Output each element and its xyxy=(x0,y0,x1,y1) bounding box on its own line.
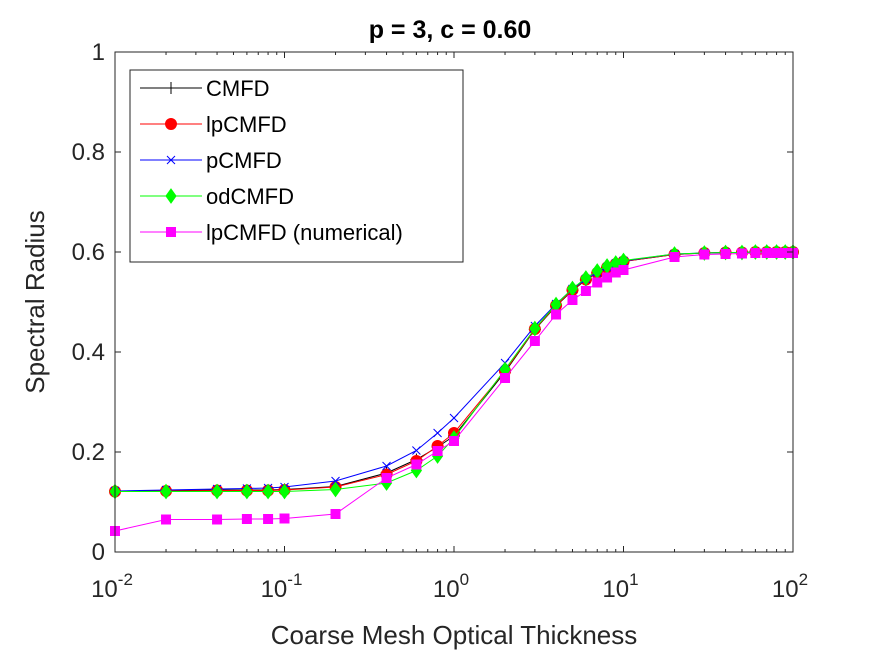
x-tick-exponent: 1 xyxy=(629,570,638,589)
series-lpcmfd-numerical- xyxy=(110,248,798,536)
y-tick-label: 1 xyxy=(92,39,105,66)
data-point xyxy=(241,483,253,500)
legend-item: lpCMFD xyxy=(140,112,287,137)
x-tick-label: 102 xyxy=(772,570,808,603)
legend-marker xyxy=(166,227,176,237)
legend-marker xyxy=(166,155,176,165)
data-point xyxy=(500,373,511,383)
series-layer xyxy=(109,244,799,536)
data-point xyxy=(449,413,459,423)
y-tick-label: 0.2 xyxy=(72,439,105,466)
legend-item: lpCMFD (numerical) xyxy=(140,220,403,245)
x-axis-ticks: 10-2 10-1 100 101 102 xyxy=(91,52,808,603)
data-point xyxy=(602,272,613,283)
data-point xyxy=(580,286,591,296)
legend-item: pCMFD xyxy=(140,148,282,173)
data-point xyxy=(279,513,290,524)
data-point xyxy=(160,483,172,500)
x-tick-base: 10 xyxy=(772,576,799,603)
x-tick-base: 10 xyxy=(91,576,118,603)
chart-title: p = 3, c = 0.60 xyxy=(369,16,532,44)
data-point xyxy=(580,270,592,286)
x-tick-base: 10 xyxy=(433,576,460,603)
x-tick-label: 101 xyxy=(602,570,638,603)
data-point xyxy=(449,436,459,446)
x-tick-label: 10-1 xyxy=(261,570,303,603)
data-point xyxy=(529,336,540,346)
data-point xyxy=(412,446,421,455)
data-point xyxy=(551,309,562,320)
x-tick-exponent: 2 xyxy=(799,570,808,589)
data-point xyxy=(241,514,252,524)
data-point xyxy=(567,295,578,305)
legend-label: odCMFD xyxy=(206,184,294,209)
data-point xyxy=(699,249,710,260)
y-tick-label: 0.6 xyxy=(72,239,105,266)
data-point xyxy=(432,446,443,456)
y-tick-label: 0.8 xyxy=(72,139,105,166)
legend-label: lpCMFD (numerical) xyxy=(206,220,403,245)
data-point xyxy=(433,428,442,438)
data-point xyxy=(263,514,274,524)
y-axis-ticks: 0 0.2 0.4 0.6 0.8 1 xyxy=(72,39,793,566)
data-point xyxy=(211,483,223,500)
x-tick-exponent: -1 xyxy=(287,570,302,589)
legend-box xyxy=(129,69,464,263)
data-point xyxy=(720,249,731,259)
series-odcmfd xyxy=(109,244,799,500)
legend-label: CMFD xyxy=(206,76,270,101)
x-tick-label: 10-2 xyxy=(91,570,133,603)
data-point xyxy=(329,481,342,498)
data-point xyxy=(618,265,629,275)
y-tick-label: 0.4 xyxy=(72,339,105,366)
x-axis-label: Coarse Mesh Optical Thickness xyxy=(271,620,638,650)
x-tick-exponent: -2 xyxy=(118,570,133,589)
data-point xyxy=(330,509,341,519)
y-tick-label: 0 xyxy=(92,539,105,566)
legend-label: pCMFD xyxy=(206,148,282,173)
x-tick-label: 100 xyxy=(433,570,469,603)
legend-item: odCMFD xyxy=(140,184,294,209)
data-point xyxy=(669,252,680,262)
data-point xyxy=(381,473,392,483)
data-point xyxy=(750,248,761,258)
legend-item: CMFD xyxy=(140,76,270,101)
data-point xyxy=(331,476,340,486)
data-point xyxy=(529,320,541,337)
data-point xyxy=(278,483,291,500)
x-tick-base: 10 xyxy=(602,576,629,603)
data-point xyxy=(212,514,223,525)
data-point xyxy=(161,514,172,525)
data-point xyxy=(736,248,747,259)
data-point xyxy=(411,459,422,470)
legend-marker xyxy=(165,118,177,130)
legend-marker xyxy=(165,188,177,204)
legend: CMFD lpCMFD pCMFD odCMFD lpCMFD (numerical) xyxy=(129,69,464,263)
data-point xyxy=(382,461,391,471)
data-point xyxy=(761,248,772,258)
x-tick-exponent: 0 xyxy=(460,570,469,589)
legend-marker xyxy=(165,82,177,94)
data-point xyxy=(592,277,603,288)
data-point xyxy=(262,483,274,500)
y-axis-label: Spectral Radius xyxy=(20,210,50,394)
data-point xyxy=(771,248,782,258)
x-tick-base: 10 xyxy=(261,576,288,603)
legend-label: lpCMFD xyxy=(206,112,287,137)
